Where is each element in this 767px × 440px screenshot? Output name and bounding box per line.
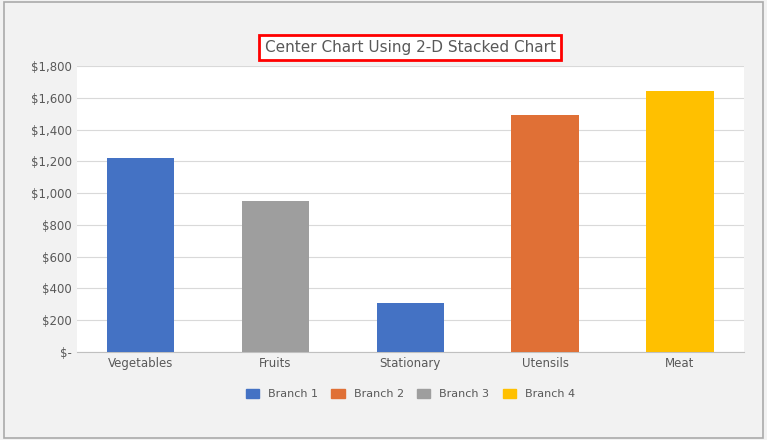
Legend: Branch 1, Branch 2, Branch 3, Branch 4: Branch 1, Branch 2, Branch 3, Branch 4 bbox=[242, 384, 579, 403]
Bar bbox=[377, 303, 444, 352]
Bar bbox=[242, 201, 309, 352]
Bar bbox=[647, 92, 713, 352]
Bar bbox=[512, 115, 579, 352]
Bar bbox=[107, 158, 174, 352]
Title: Center Chart Using 2-D Stacked Chart: Center Chart Using 2-D Stacked Chart bbox=[265, 40, 556, 55]
